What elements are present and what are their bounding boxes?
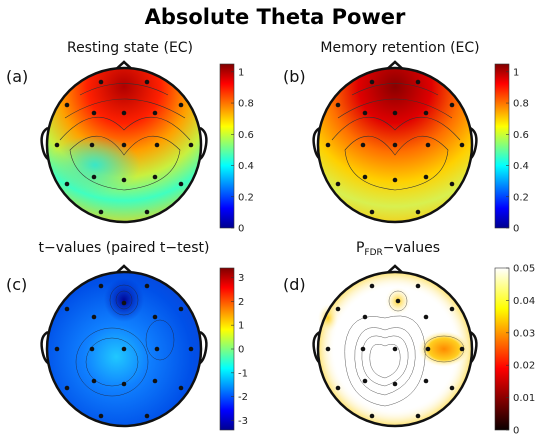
colorbar-tick-label: 0	[238, 345, 244, 356]
colorbar-tick-label: 0.4	[513, 161, 529, 172]
colorbar-tick-label: 1	[238, 67, 244, 78]
colorbar-tick-label: 0.6	[513, 130, 529, 141]
figure-title: Absolute Theta Power	[145, 5, 406, 29]
panel-a-label: (a)	[6, 67, 28, 86]
panel-c-title: t−values (paired t−test)	[39, 240, 210, 256]
colorbar-tick-label: -2	[238, 392, 248, 403]
colorbar-tick-label: 0.8	[238, 99, 254, 110]
colorbar-tick-label: 0.03	[513, 328, 535, 339]
panel-d-headmap	[312, 264, 478, 428]
colorbar-tick-label: 0.02	[513, 361, 535, 372]
panel-d-label: (d)	[283, 275, 306, 294]
colorbar-tick-label: 0.04	[513, 296, 535, 307]
colorbar-tick-label: 0.6	[238, 130, 254, 141]
colorbar-tick-label: 1	[238, 321, 244, 332]
colorbar-a-ticks: 0 0.2 0.4 0.6 0.8 1	[231, 67, 254, 235]
panel-b-title: Memory retention (EC)	[320, 40, 479, 56]
panel-a-title: Resting state (EC)	[67, 40, 193, 56]
colorbar-tick-label: 0.2	[513, 192, 529, 203]
panel-d-title-main: P	[356, 240, 364, 256]
colorbar-tick-label: 0	[238, 224, 244, 235]
panel-c-label: (c)	[6, 275, 27, 294]
panel-a-headmap	[40, 60, 208, 224]
colorbar-tick-label: 3	[238, 273, 244, 284]
colorbar-c-ticks: -3 -2 -1 0 1 2 3	[231, 273, 248, 427]
colorbar-tick-label: -1	[238, 368, 248, 379]
colorbar-tick-label: 1	[513, 67, 519, 78]
colorbar-tick-label: 0.4	[238, 161, 254, 172]
panel-d: PFDR−values (d)	[283, 240, 535, 437]
colorbar-tick-label: 0	[513, 426, 519, 437]
colorbar-b-ticks: 0 0.2 0.4 0.6 0.8 1	[506, 67, 529, 235]
colorbar-tick-label: -3	[238, 416, 248, 427]
colorbar-tick-label: 0.05	[513, 264, 535, 275]
colorbar-c: -3 -2 -1 0 1 2 3	[219, 267, 248, 431]
colorbar-tick-label: 2	[238, 297, 244, 308]
colorbar-tick-label: 0.8	[513, 99, 529, 110]
panel-d-title: PFDR−values	[356, 240, 440, 258]
panel-a: Resting state (EC) (a) 0 0.2 0.4 0.6 0.8 1	[6, 40, 254, 235]
colorbar-tick-label: 0.01	[513, 393, 535, 404]
panel-d-title-sub: FDR	[364, 248, 382, 258]
colorbar-tick-label: 0	[513, 224, 519, 235]
panel-c: t−values (paired t−test) (c)	[6, 240, 248, 431]
panel-b: Memory retention (EC) (b) 0 0.2 0.4 0.6 0.8 1	[283, 40, 529, 235]
colorbar-tick-label: 0.2	[238, 192, 254, 203]
colorbar-d: 0 0.01 0.02 0.03 0.04 0.05	[494, 264, 535, 437]
colorbar-d-ticks: 0 0.01 0.02 0.03 0.04 0.05	[506, 264, 535, 437]
colorbar-a: 0 0.2 0.4 0.6 0.8 1	[219, 63, 254, 235]
panel-b-headmap	[312, 60, 478, 224]
colorbar-b: 0 0.2 0.4 0.6 0.8 1	[494, 63, 529, 235]
panel-d-title-rest: −values	[383, 240, 440, 256]
panel-b-label: (b)	[283, 67, 306, 86]
panel-c-headmap	[40, 264, 208, 428]
